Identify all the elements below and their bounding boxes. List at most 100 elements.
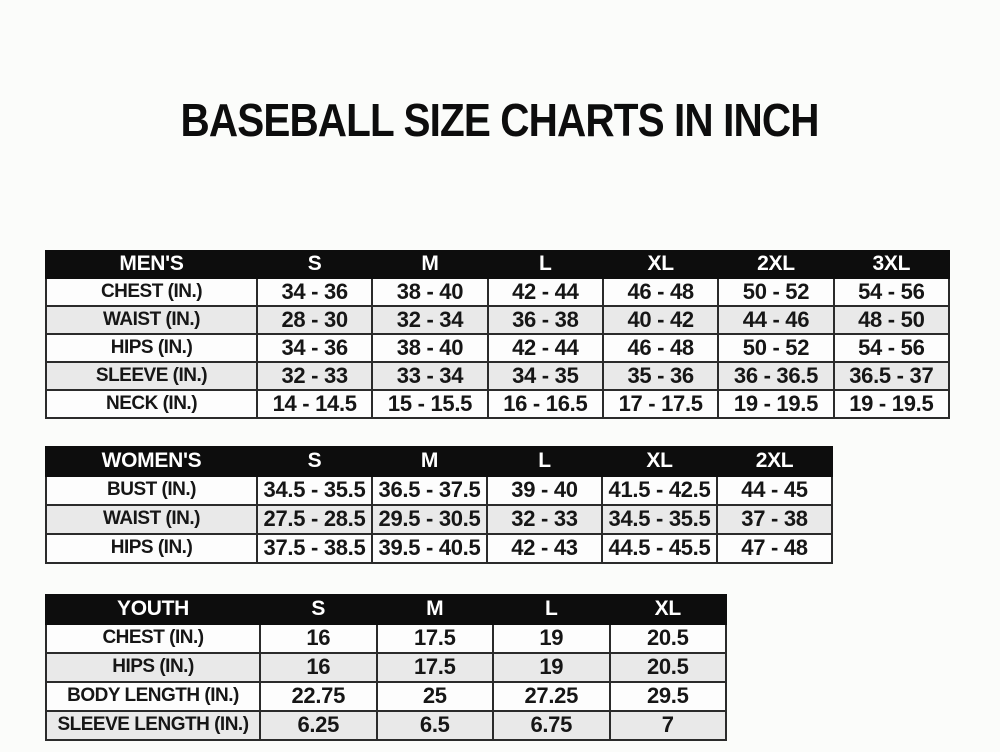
row-label-cell: WAIST (IN.) [45, 503, 258, 535]
size-column-header-cell: XL [601, 445, 718, 477]
row-label-cell: SLEEVE (IN.) [45, 360, 258, 391]
measurement-value-cell: 44.5 - 45.5 [601, 532, 718, 564]
row-label-cell: HIPS (IN.) [45, 332, 258, 363]
row-label-cell: CHEST (IN.) [45, 622, 261, 654]
measurement-value-cell: 17.5 [375, 651, 494, 683]
measurement-value-cell: 19 [492, 651, 611, 683]
table-group-header-cell: WOMEN'S [45, 445, 258, 477]
measurement-value-cell: 50 - 52 [717, 276, 835, 307]
measurement-value-cell: 36 - 38 [486, 304, 604, 335]
size-column-header-cell: L [486, 249, 604, 279]
table-row: WAIST (IN.) 27.5 - 28.5 29.5 - 30.5 32 - 33… [45, 503, 833, 535]
size-column-header-cell: L [492, 593, 611, 625]
measurement-value-cell: 27.25 [492, 680, 611, 712]
size-column-header-cell: 2XL [716, 445, 833, 477]
table-group-header-cell: YOUTH [45, 593, 261, 625]
table-row: BODY LENGTH (IN.) 22.75 25 27.25 29.5 [45, 680, 727, 712]
measurement-value-cell: 35 - 36 [601, 360, 720, 391]
measurement-value-cell: 40 - 42 [601, 304, 720, 335]
mens-size-table: MEN'S S M L XL 2XL 3XL CHEST (IN.) 34 - 36 38 - 4… [45, 249, 951, 419]
row-label-cell: SLEEVE LENGTH (IN.) [45, 709, 261, 741]
measurement-value-cell: 44 - 46 [717, 304, 835, 335]
measurement-value-cell: 50 - 52 [717, 332, 835, 363]
measurement-value-cell: 37 - 38 [716, 503, 833, 535]
row-label-cell: HIPS (IN.) [45, 532, 258, 564]
measurement-value-cell: 19 [492, 622, 611, 654]
measurement-value-cell: 20.5 [608, 622, 727, 654]
measurement-value-cell: 7 [608, 709, 727, 741]
measurement-value-cell: 16 - 16.5 [486, 388, 604, 419]
measurement-value-cell: 34 - 35 [486, 360, 604, 391]
table-row: CHEST (IN.) 34 - 36 38 - 40 42 - 44 46 - 48 5… [45, 276, 951, 307]
size-column-header-cell: M [371, 445, 488, 477]
measurement-value-cell: 25 [375, 680, 494, 712]
measurement-value-cell: 42 - 44 [486, 276, 604, 307]
page-title: BASEBALL SIZE CHARTS IN INCH [180, 93, 820, 146]
mens-size-chart-section: MEN'S S M L XL 2XL 3XL CHEST (IN.) 34 - 36 38 - 4… [45, 249, 1000, 419]
size-column-header-cell: M [375, 593, 494, 625]
row-label-cell: WAIST (IN.) [45, 304, 258, 335]
measurement-value-cell: 39.5 - 40.5 [371, 532, 488, 564]
row-label-cell: BUST (IN.) [45, 474, 258, 506]
measurement-value-cell: 47 - 48 [716, 532, 833, 564]
measurement-value-cell: 6.25 [259, 709, 378, 741]
measurement-value-cell: 20.5 [608, 651, 727, 683]
measurement-value-cell: 22.75 [259, 680, 378, 712]
measurement-value-cell: 6.5 [375, 709, 494, 741]
table-header-row: MEN'S S M L XL 2XL 3XL [45, 249, 951, 279]
measurement-value-cell: 6.75 [492, 709, 611, 741]
measurement-value-cell: 42 - 44 [486, 332, 604, 363]
measurement-value-cell: 37.5 - 38.5 [256, 532, 373, 564]
size-column-header-cell: 3XL [832, 249, 951, 279]
measurement-value-cell: 41.5 - 42.5 [601, 474, 718, 506]
table-row: NECK (IN.) 14 - 14.5 15 - 15.5 16 - 16.5 17 … [45, 388, 951, 419]
table-row: HIPS (IN.) 16 17.5 19 20.5 [45, 651, 727, 683]
measurement-value-cell: 19 - 19.5 [717, 388, 835, 419]
size-column-header-cell: L [486, 445, 603, 477]
measurement-value-cell: 14 - 14.5 [255, 388, 374, 419]
womens-size-table: WOMEN'S S M L XL 2XL BUST (IN.) 34.5 - 35.5 36.5… [45, 445, 833, 564]
measurement-value-cell: 54 - 56 [832, 276, 951, 307]
measurement-value-cell: 39 - 40 [486, 474, 603, 506]
measurement-value-cell: 34.5 - 35.5 [256, 474, 373, 506]
measurement-value-cell: 17.5 [375, 622, 494, 654]
table-row: HIPS (IN.) 37.5 - 38.5 39.5 - 40.5 42 - 43 4… [45, 532, 833, 564]
measurement-value-cell: 32 - 34 [371, 304, 489, 335]
size-column-header-cell: S [259, 593, 378, 625]
measurement-value-cell: 32 - 33 [486, 503, 603, 535]
measurement-value-cell: 29.5 - 30.5 [371, 503, 488, 535]
table-header-row: YOUTH S M L XL [45, 593, 727, 625]
size-column-header-cell: S [256, 445, 373, 477]
measurement-value-cell: 48 - 50 [832, 304, 951, 335]
measurement-value-cell: 42 - 43 [486, 532, 603, 564]
measurement-value-cell: 36 - 36.5 [717, 360, 835, 391]
womens-size-chart-section: WOMEN'S S M L XL 2XL BUST (IN.) 34.5 - 35.5 36.5… [45, 445, 1000, 564]
table-row: WAIST (IN.) 28 - 30 32 - 34 36 - 38 40 - 42 4… [45, 304, 951, 335]
row-label-cell: NECK (IN.) [45, 388, 258, 419]
table-row: HIPS (IN.) 34 - 36 38 - 40 42 - 44 46 - 48 50… [45, 332, 951, 363]
measurement-value-cell: 28 - 30 [255, 304, 374, 335]
size-column-header-cell: XL [601, 249, 720, 279]
measurement-value-cell: 34.5 - 35.5 [601, 503, 718, 535]
measurement-value-cell: 38 - 40 [371, 276, 489, 307]
measurement-value-cell: 46 - 48 [601, 276, 720, 307]
table-row: SLEEVE LENGTH (IN.) 6.25 6.5 6.75 7 [45, 709, 727, 741]
row-label-cell: HIPS (IN.) [45, 651, 261, 683]
measurement-value-cell: 54 - 56 [832, 332, 951, 363]
measurement-value-cell: 46 - 48 [601, 332, 720, 363]
measurement-value-cell: 36.5 - 37.5 [371, 474, 488, 506]
table-row: CHEST (IN.) 16 17.5 19 20.5 [45, 622, 727, 654]
measurement-value-cell: 19 - 19.5 [832, 388, 951, 419]
measurement-value-cell: 29.5 [608, 680, 727, 712]
measurement-value-cell: 32 - 33 [255, 360, 374, 391]
table-row: BUST (IN.) 34.5 - 35.5 36.5 - 37.5 39 - 40 4… [45, 474, 833, 506]
measurement-value-cell: 34 - 36 [255, 276, 374, 307]
measurement-value-cell: 33 - 34 [371, 360, 489, 391]
title-wrap: BASEBALL SIZE CHARTS IN INCH [0, 66, 1000, 174]
size-column-header-cell: M [371, 249, 489, 279]
measurement-value-cell: 27.5 - 28.5 [256, 503, 373, 535]
measurement-value-cell: 17 - 17.5 [601, 388, 720, 419]
row-label-cell: CHEST (IN.) [45, 276, 258, 307]
measurement-value-cell: 34 - 36 [255, 332, 374, 363]
